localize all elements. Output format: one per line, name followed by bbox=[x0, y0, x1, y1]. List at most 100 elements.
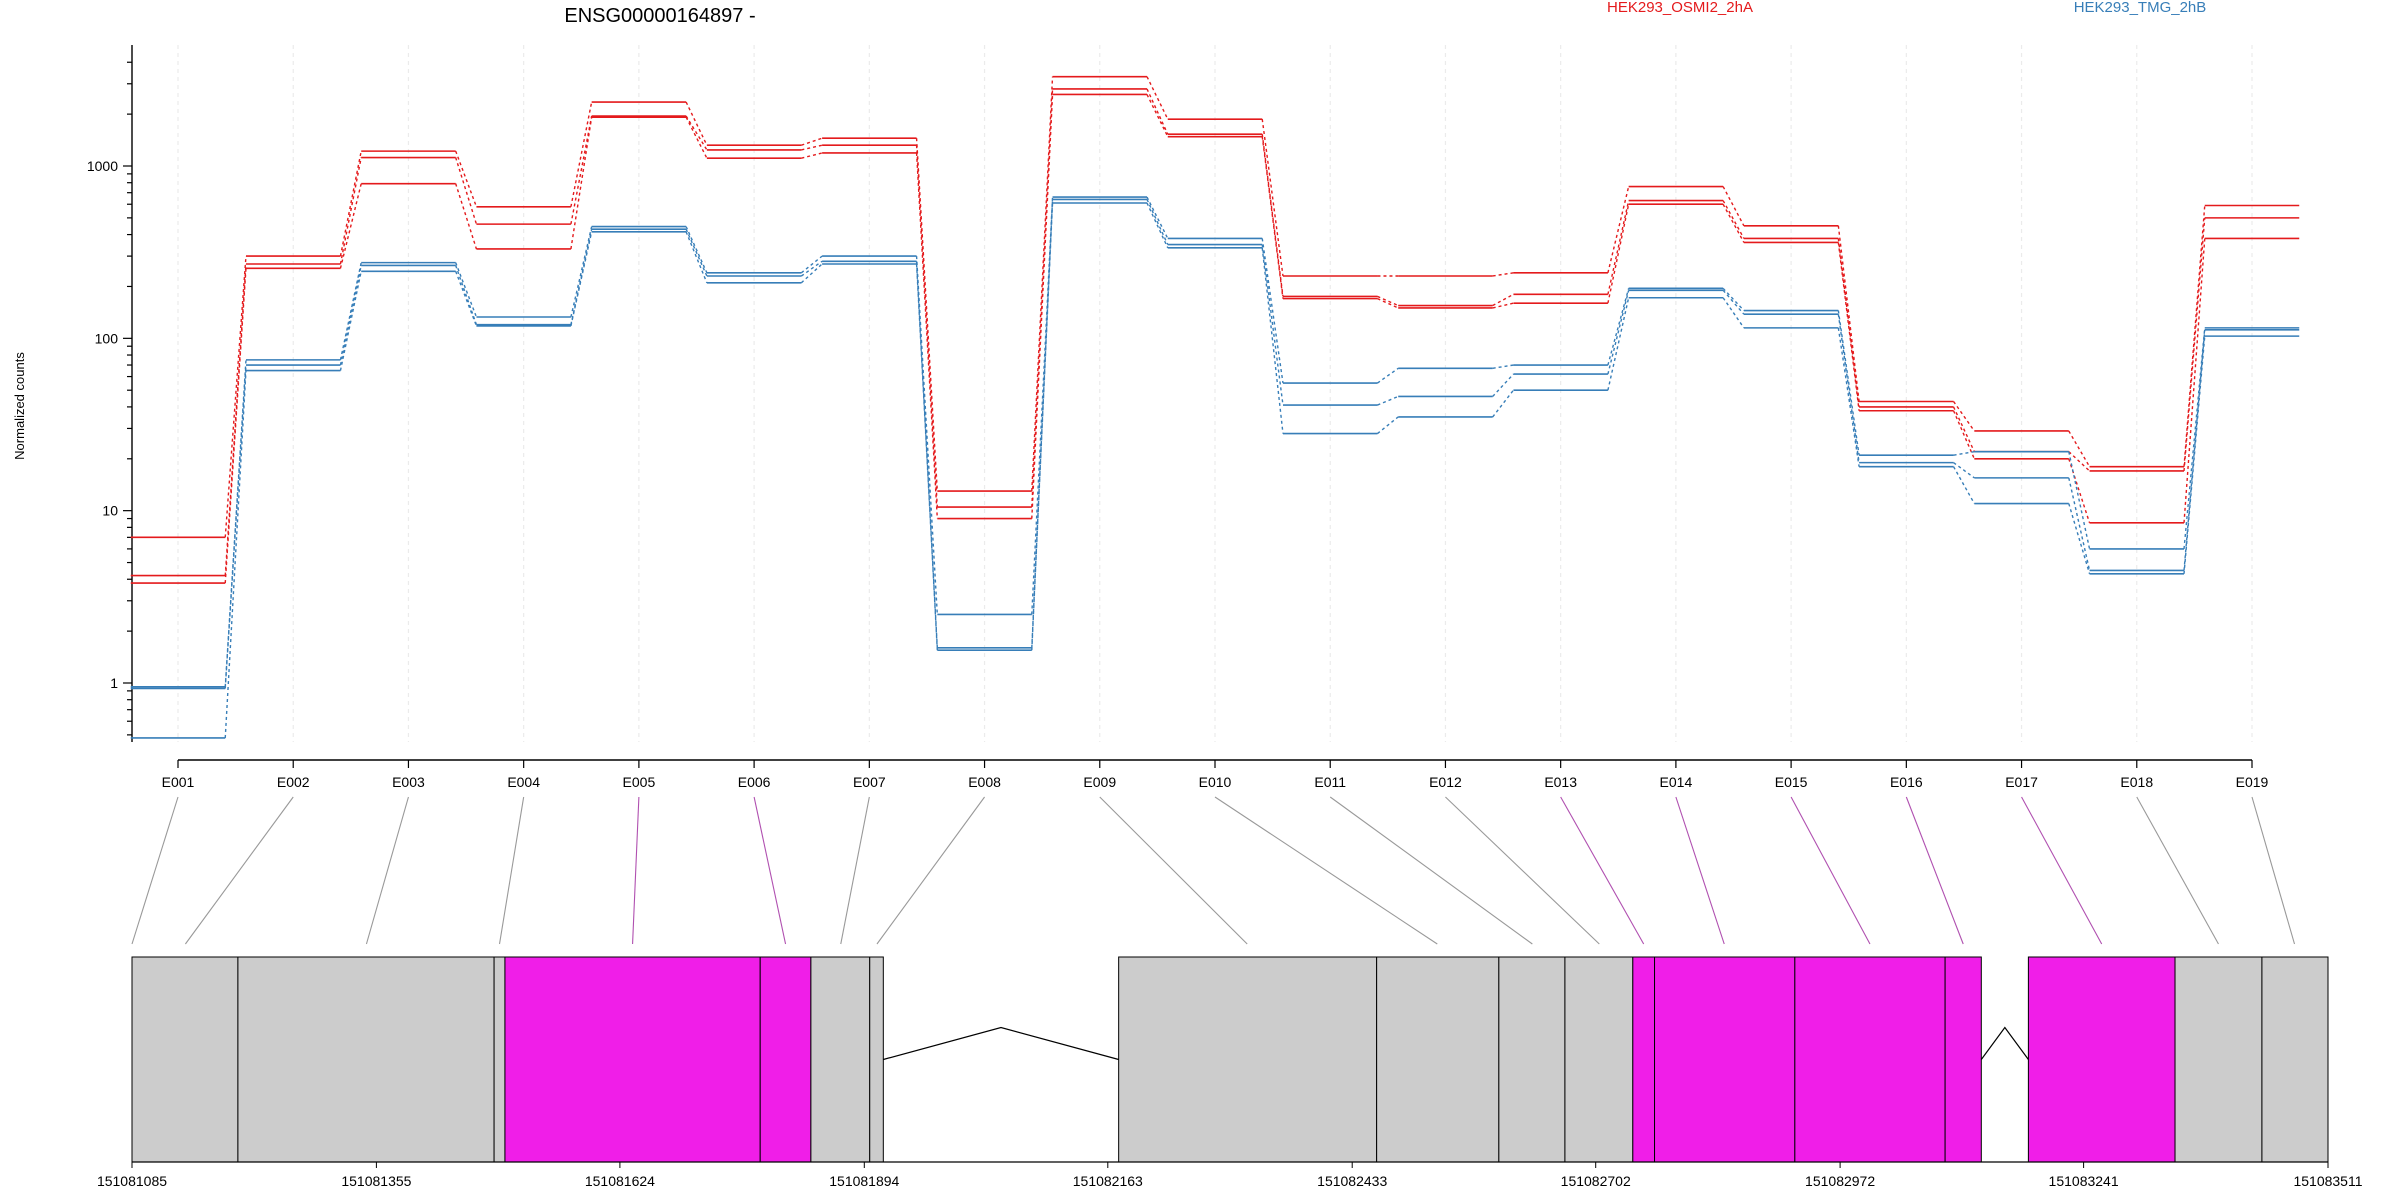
exon-bin bbox=[1944, 956, 1982, 1163]
series-join bbox=[339, 265, 362, 366]
series-join bbox=[570, 117, 593, 250]
exon-bin bbox=[504, 956, 761, 1163]
series-join bbox=[1953, 462, 1975, 479]
exon-bin bbox=[1564, 956, 1634, 1163]
series-join bbox=[224, 268, 247, 584]
series-join bbox=[570, 226, 593, 318]
series-join bbox=[685, 231, 708, 284]
series-join bbox=[455, 265, 478, 325]
exon-bin bbox=[2174, 956, 2263, 1163]
series-join bbox=[1377, 416, 1399, 435]
genomic-tick-label: 151081894 bbox=[829, 1173, 899, 1189]
connector-e014 bbox=[1675, 796, 1725, 945]
genomic-tick-label: 151082972 bbox=[1805, 1173, 1875, 1189]
series-join bbox=[1837, 225, 1860, 402]
connector-e006 bbox=[753, 796, 787, 945]
x-tick-label-e012: E012 bbox=[1429, 774, 1462, 790]
series-join bbox=[1607, 288, 1630, 366]
vertical-grid bbox=[177, 45, 2253, 742]
x-tick-label-e013: E013 bbox=[1544, 774, 1577, 790]
series-join bbox=[339, 150, 362, 257]
connector-e015 bbox=[1790, 796, 1871, 945]
series-join bbox=[685, 228, 708, 277]
series-join bbox=[1492, 293, 1514, 307]
y-tick-label: 100 bbox=[95, 330, 119, 346]
series-3 bbox=[130, 93, 2300, 584]
series-join bbox=[1952, 410, 1975, 460]
x-tick-label-e017: E017 bbox=[2005, 774, 2038, 790]
connector-e016 bbox=[1905, 796, 1964, 945]
connector-e008 bbox=[876, 796, 985, 945]
series-join bbox=[2183, 205, 2206, 467]
series-join bbox=[2068, 477, 2091, 571]
exon-bin bbox=[2261, 956, 2329, 1163]
genomic-tick-label: 151083511 bbox=[2293, 1173, 2362, 1189]
intron-line bbox=[1980, 1026, 2029, 1060]
series-join bbox=[224, 256, 247, 538]
x-tick-label-e015: E015 bbox=[1775, 774, 1808, 790]
x-tick-label-e018: E018 bbox=[2120, 774, 2153, 790]
series-join bbox=[1607, 204, 1630, 304]
series-join bbox=[1722, 289, 1745, 315]
series-join bbox=[455, 150, 478, 208]
genomic-tick-label: 151082702 bbox=[1561, 1173, 1631, 1189]
series-join bbox=[915, 261, 939, 648]
genomic-tick-label: 151082163 bbox=[1073, 1173, 1143, 1189]
series-join bbox=[1607, 200, 1630, 295]
series-join bbox=[1837, 314, 1860, 463]
series-join bbox=[339, 271, 362, 371]
x-axis: E001 E002 E003 E004 E005 E006 E007 E008 E009 E010… bbox=[162, 759, 2269, 790]
series-join bbox=[1952, 406, 1975, 452]
series-join bbox=[339, 157, 362, 265]
gene-model bbox=[131, 956, 2329, 1163]
connector-e001 bbox=[131, 796, 179, 945]
legend-entry-tmg: HEK293_TMG_2hB bbox=[2074, 0, 2207, 16]
x-tick-label-e011: E011 bbox=[1314, 774, 1346, 790]
genomic-coordinate-axis: 151081085 151081355 151081624 151081894 1510… bbox=[97, 1161, 2363, 1189]
exon-bin bbox=[1498, 956, 1566, 1163]
series-6 bbox=[130, 202, 2300, 739]
series-join bbox=[1837, 327, 1860, 467]
x-tick-label-e014: E014 bbox=[1660, 774, 1693, 790]
connector-e017 bbox=[2021, 796, 2103, 945]
y-axis-label: Normalized counts bbox=[12, 352, 27, 460]
exon-bin bbox=[131, 956, 239, 1163]
series-join bbox=[685, 116, 708, 159]
y-tick-label: 10 bbox=[102, 503, 118, 519]
series-4 bbox=[130, 196, 2300, 688]
series-lines bbox=[130, 75, 2300, 739]
connector-e005 bbox=[632, 796, 640, 945]
x-tick-label-e019: E019 bbox=[2236, 774, 2269, 790]
connector-e007 bbox=[840, 796, 870, 945]
exon-connector-lines bbox=[131, 796, 2296, 945]
series-join bbox=[685, 101, 708, 146]
series-join bbox=[800, 260, 823, 277]
chart-title: ENSG00000164897 - bbox=[564, 5, 755, 27]
series-join bbox=[1031, 197, 1054, 615]
connector-e010 bbox=[1214, 796, 1438, 945]
series-join bbox=[915, 152, 939, 519]
series-join bbox=[2183, 327, 2206, 549]
genomic-tick-label: 151081624 bbox=[585, 1173, 655, 1189]
series-join bbox=[2183, 238, 2206, 523]
series-join bbox=[2183, 336, 2206, 574]
series-join bbox=[2183, 329, 2206, 571]
series-join bbox=[224, 364, 247, 689]
exon-bin bbox=[1118, 956, 1378, 1163]
series-join bbox=[224, 370, 247, 738]
series-join bbox=[1722, 297, 1745, 329]
series-join bbox=[1607, 297, 1630, 391]
y-tick-label: 1 bbox=[110, 675, 118, 691]
series-join bbox=[1146, 76, 1169, 120]
series-join bbox=[1377, 367, 1399, 384]
exon-bin bbox=[1632, 956, 1656, 1163]
series-join bbox=[1607, 290, 1630, 375]
connector-e003 bbox=[365, 796, 409, 945]
series-join bbox=[1146, 94, 1169, 137]
series-join bbox=[1146, 199, 1169, 245]
series-join bbox=[1492, 364, 1514, 369]
exon-bin bbox=[810, 956, 871, 1163]
series-join bbox=[339, 183, 362, 269]
series-join bbox=[1031, 202, 1054, 651]
connector-e012 bbox=[1445, 796, 1600, 945]
